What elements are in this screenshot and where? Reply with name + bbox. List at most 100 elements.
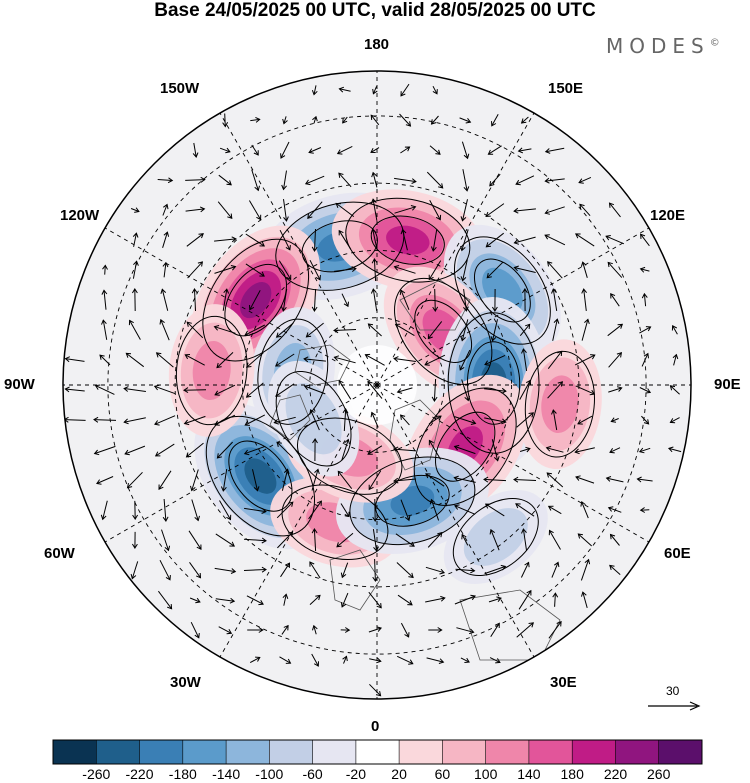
wind-vector (303, 384, 326, 395)
wind-vector (429, 200, 442, 221)
wind-vector (461, 379, 470, 402)
wind-vector (222, 113, 229, 128)
coastlines (269, 279, 561, 661)
wind-vector (160, 288, 169, 311)
lon-label-150e: 150E (548, 80, 584, 97)
colorbar-label: 20 (391, 766, 407, 782)
wind-vector (521, 348, 528, 371)
wind-vector (185, 206, 206, 213)
wind-vector (154, 415, 176, 426)
wind-vector (312, 438, 318, 462)
wind-vector (520, 116, 529, 124)
wind-vector (279, 656, 292, 664)
contour-ring-inner (435, 411, 496, 482)
wind-vector (282, 593, 289, 606)
wind-vector (551, 288, 558, 311)
wind-vector (311, 228, 318, 252)
wind-vector (453, 444, 476, 455)
wind-vector (461, 141, 470, 160)
wind-vector (427, 321, 443, 340)
wind-vector (484, 417, 507, 425)
wind-vector (547, 381, 564, 399)
wind-vector (519, 379, 532, 400)
wind-vector (460, 199, 468, 222)
wind-vector (545, 445, 564, 453)
colorbar-swatch (615, 740, 660, 764)
contour-ring (453, 236, 551, 345)
wind-vector (213, 325, 236, 334)
wind-vector (275, 353, 295, 367)
wind-vector (312, 624, 318, 635)
wind-vector (671, 324, 678, 335)
contour-ring-inner (466, 341, 521, 425)
colorbar-swatch (226, 740, 270, 764)
wind-vector (189, 597, 201, 604)
wind-vector (454, 416, 477, 425)
wind-vector (491, 288, 498, 312)
wind-vector (308, 500, 322, 520)
wind-vector (459, 117, 472, 124)
wind-vector (484, 354, 506, 366)
wind-vector (581, 591, 588, 609)
reference-vector (648, 701, 701, 711)
wind-vector (544, 147, 565, 154)
wind-vector (483, 476, 507, 483)
wind-vector (94, 384, 115, 395)
wind-vector (246, 595, 264, 606)
wind-vector (340, 562, 349, 579)
wind-vector (159, 318, 170, 341)
wind-vector (608, 386, 623, 393)
wind-vector (309, 259, 321, 281)
wind-vector (396, 562, 414, 579)
wind-vector (333, 355, 356, 364)
anomaly-contour (175, 315, 248, 426)
wind-vector (370, 228, 378, 251)
wind-vector (519, 446, 531, 453)
wind-vector (429, 145, 441, 155)
wind-vector (369, 657, 382, 664)
wind-vector (516, 412, 535, 428)
wind-vector (428, 260, 442, 281)
anomaly-shade (541, 375, 579, 434)
wind-vector (552, 592, 559, 607)
wind-vector (638, 447, 651, 454)
wind-vector (280, 562, 291, 578)
wind-vector (153, 384, 176, 395)
colorbar-label: -180 (168, 766, 197, 782)
anomaly-shade (463, 508, 528, 566)
wind-vector (431, 378, 438, 402)
wind-vector (158, 470, 172, 490)
wind-vector (400, 499, 411, 522)
wind-vector (399, 414, 410, 426)
wind-vector (368, 626, 382, 633)
wind-vector (487, 145, 502, 155)
wind-vector (162, 498, 169, 522)
wind-vector (484, 564, 507, 575)
wind-vector (305, 322, 324, 338)
wind-vector (131, 288, 138, 312)
wind-vector (669, 385, 680, 395)
wind-vector (215, 533, 235, 547)
wind-vector (311, 653, 319, 667)
wind-vectors (63, 83, 682, 697)
wind-vector (183, 415, 206, 426)
anomaly-shade (386, 225, 430, 255)
anomaly-contour (296, 417, 403, 495)
colorbar-swatch (658, 740, 703, 764)
wind-vector (636, 476, 653, 483)
wind-vector (430, 229, 438, 252)
wind-vector (245, 382, 264, 398)
wind-vector (609, 564, 621, 575)
wind-vector (400, 228, 408, 251)
wind-vector (455, 567, 476, 574)
wind-vector (608, 351, 623, 368)
contour-ring (452, 498, 539, 576)
wind-vector (428, 415, 442, 425)
wind-vector (460, 259, 468, 282)
wind-vector (581, 288, 587, 311)
wind-vector (669, 417, 680, 424)
wind-vector (162, 231, 170, 248)
wind-vector (183, 387, 207, 394)
wind-vector (128, 319, 141, 340)
wind-vector (400, 622, 410, 638)
